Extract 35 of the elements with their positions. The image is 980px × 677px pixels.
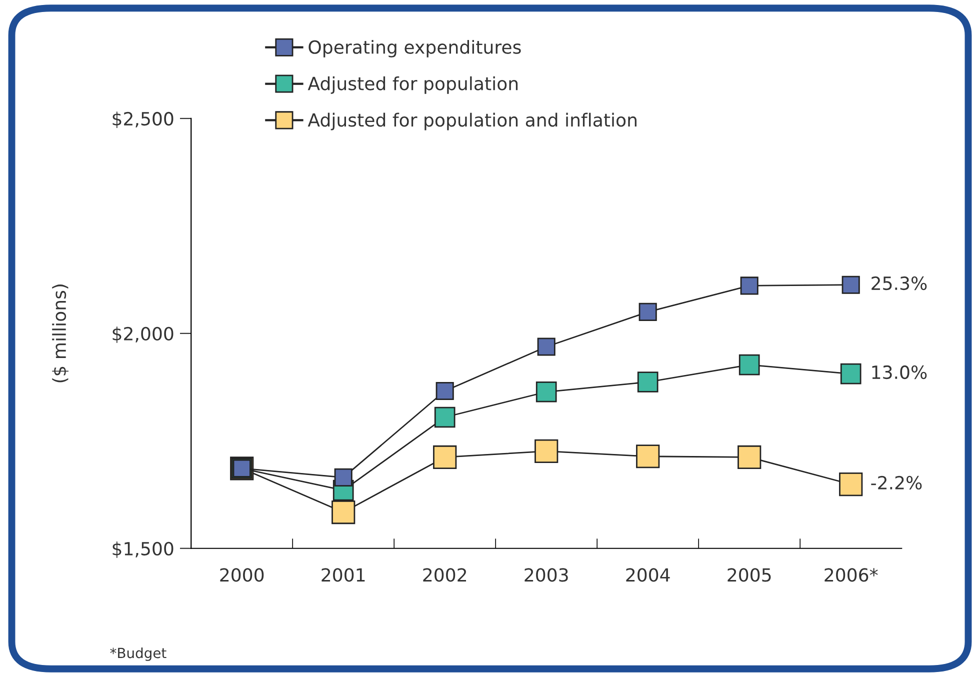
x-tick-label: 2001 — [322, 568, 365, 582]
point — [436, 382, 454, 400]
point — [740, 276, 758, 295]
point — [537, 338, 556, 356]
point — [434, 406, 456, 428]
point — [842, 276, 860, 294]
annotation: 13.0% — [872, 365, 927, 380]
legend-label: Adjusted for population — [308, 76, 518, 94]
point — [534, 439, 558, 464]
x-tick-label: 2004 — [626, 568, 670, 582]
x-tick-label: 2002 — [423, 568, 466, 582]
point — [840, 363, 862, 384]
y-tick-label: $2,500 — [112, 112, 174, 128]
y-tick-label: $2,000 — [112, 326, 174, 343]
y-axis-title: ($ millions) — [52, 284, 68, 382]
point — [839, 472, 863, 496]
annotation: 25.3% — [872, 276, 927, 290]
point — [738, 445, 762, 470]
y-tick-label: $1,500 — [112, 542, 174, 558]
x-tick-label: 2000 — [220, 568, 264, 582]
point — [536, 381, 557, 402]
x-tick-label: 2005 — [728, 568, 771, 582]
x-tick-label: 2006* — [824, 568, 878, 582]
text: *Budget — [110, 647, 166, 661]
x-tick-label: 2003 — [524, 568, 568, 582]
point — [638, 302, 657, 321]
point — [738, 354, 760, 376]
annotation: -2.2% — [871, 476, 922, 490]
legend-label: Adjusted for population and inflation — [308, 112, 636, 130]
point — [334, 468, 352, 486]
legend-label: Operating expenditures — [308, 40, 521, 58]
point — [332, 500, 356, 524]
point — [433, 445, 457, 470]
point — [636, 444, 660, 468]
point — [637, 372, 658, 392]
